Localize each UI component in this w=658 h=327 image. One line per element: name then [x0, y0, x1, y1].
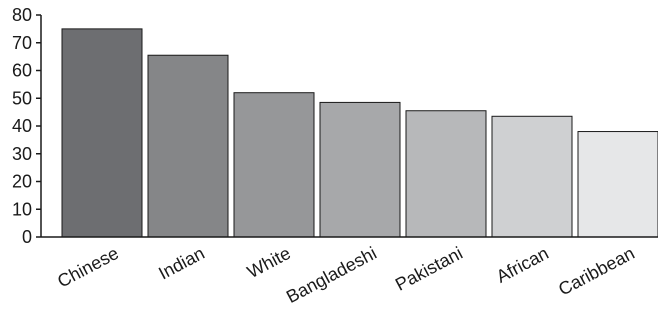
y-tick-label: 70 — [12, 33, 32, 53]
x-tick-label: Chinese — [54, 243, 122, 292]
y-tick-label: 60 — [12, 61, 32, 81]
y-tick-label: 30 — [12, 144, 32, 164]
bar-white — [233, 92, 315, 238]
x-tick-label: African — [493, 243, 552, 287]
y-tick-label: 20 — [12, 172, 32, 192]
bar-caribbean — [577, 131, 658, 238]
x-tick-label: Bangladeshi — [283, 243, 380, 307]
y-tick-label: 40 — [12, 116, 32, 136]
bar-pakistani — [405, 110, 487, 238]
y-axis-ticks: 0 10 20 30 40 50 60 70 80 — [12, 5, 41, 247]
bars — [61, 28, 658, 238]
x-tick-label: White — [244, 243, 294, 282]
y-tick-label: 10 — [12, 199, 32, 219]
y-tick-label: 50 — [12, 88, 32, 108]
bar-bangladeshi — [319, 101, 401, 238]
y-tick-label: 0 — [22, 227, 32, 247]
x-tick-label: Caribbean — [555, 243, 638, 300]
bar-indian — [147, 54, 229, 238]
bar-african — [491, 115, 573, 238]
x-tick-label: Pakistani — [392, 243, 466, 295]
x-tick-label: Indian — [155, 243, 208, 284]
bar-chinese — [61, 28, 143, 238]
y-tick-label: 80 — [12, 5, 32, 25]
